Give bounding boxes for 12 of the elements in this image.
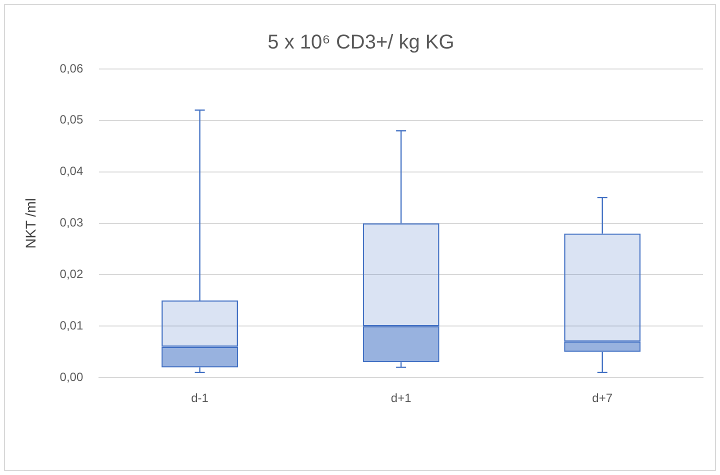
y-tick-label: 0,02	[60, 267, 84, 282]
chart-title: 5 x 10⁶ CD3+/ kg KG	[268, 32, 454, 54]
x-tick-label: d+1	[390, 391, 412, 406]
y-tick-label: 0,06	[60, 61, 84, 76]
y-axis-title: NKT /ml	[22, 198, 38, 248]
y-tick-label: 0,03	[60, 216, 84, 230]
y-tick-label: 0,05	[60, 112, 84, 127]
y-tick-label: 0,00	[60, 370, 84, 384]
y-tick-label: 0,01	[60, 318, 84, 332]
y-tick-label: 0,04	[60, 164, 84, 178]
x-tick-label: d-1	[191, 391, 209, 406]
x-tick-label: d+7	[592, 391, 613, 406]
